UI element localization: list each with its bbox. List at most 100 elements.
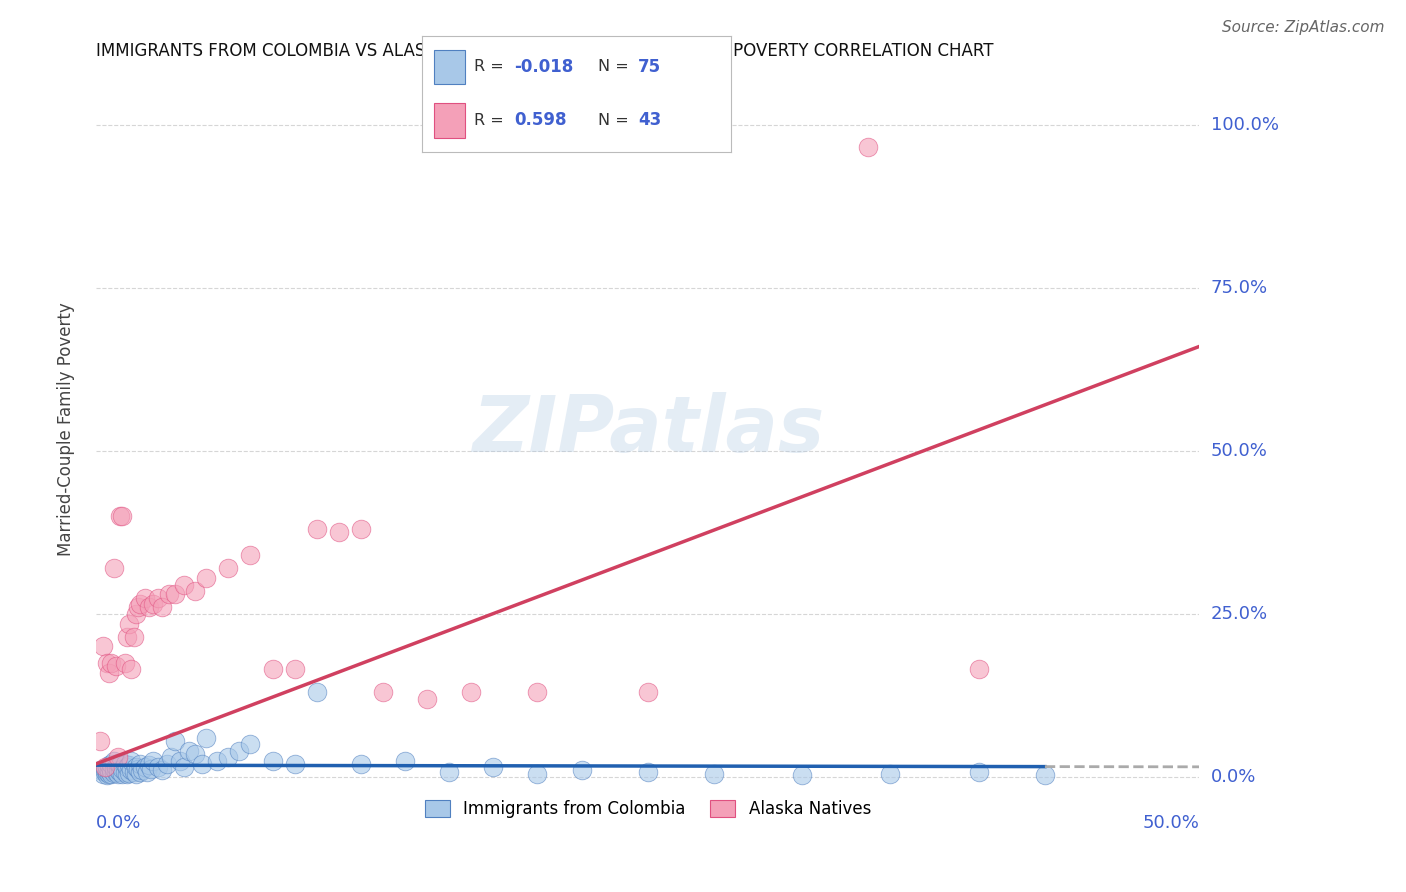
- Point: [134, 760, 156, 774]
- Point: [103, 762, 125, 776]
- Point: [146, 591, 169, 605]
- Point: [122, 630, 145, 644]
- Point: [118, 758, 141, 772]
- Point: [142, 597, 165, 611]
- Text: ZIPatlas: ZIPatlas: [471, 392, 824, 467]
- Point: [91, 640, 114, 654]
- Point: [104, 659, 127, 673]
- Point: [262, 662, 284, 676]
- Point: [165, 734, 187, 748]
- Text: -0.018: -0.018: [515, 58, 574, 76]
- Point: [115, 767, 138, 781]
- Point: [142, 754, 165, 768]
- Point: [98, 665, 121, 680]
- Point: [125, 766, 148, 780]
- Point: [879, 766, 901, 780]
- Point: [177, 744, 200, 758]
- Point: [114, 756, 136, 771]
- Point: [94, 760, 117, 774]
- Point: [305, 522, 328, 536]
- Point: [437, 764, 460, 779]
- Point: [107, 750, 129, 764]
- Text: 75.0%: 75.0%: [1211, 278, 1268, 297]
- Point: [150, 600, 173, 615]
- Point: [120, 754, 142, 768]
- Point: [262, 754, 284, 768]
- Point: [129, 597, 152, 611]
- Point: [637, 764, 659, 779]
- Point: [100, 766, 122, 780]
- Point: [239, 548, 262, 562]
- Point: [94, 764, 117, 779]
- Text: 0.0%: 0.0%: [96, 814, 142, 832]
- Point: [305, 685, 328, 699]
- Point: [138, 758, 160, 772]
- Text: Source: ZipAtlas.com: Source: ZipAtlas.com: [1222, 20, 1385, 35]
- Point: [104, 764, 127, 779]
- Point: [127, 762, 149, 776]
- Point: [1033, 768, 1056, 782]
- Point: [195, 571, 218, 585]
- Point: [103, 561, 125, 575]
- Point: [416, 691, 439, 706]
- Point: [111, 508, 134, 523]
- Text: N =: N =: [598, 112, 634, 128]
- Point: [371, 685, 394, 699]
- Text: 75: 75: [638, 58, 661, 76]
- Point: [135, 764, 157, 779]
- Point: [114, 764, 136, 779]
- Point: [328, 525, 350, 540]
- Point: [115, 630, 138, 644]
- Point: [217, 750, 239, 764]
- Point: [96, 768, 118, 782]
- Text: IMMIGRANTS FROM COLOMBIA VS ALASKA NATIVE MARRIED-COUPLE FAMILY POVERTY CORRELAT: IMMIGRANTS FROM COLOMBIA VS ALASKA NATIV…: [96, 42, 994, 60]
- Point: [110, 508, 132, 523]
- Point: [110, 765, 132, 780]
- Point: [111, 766, 134, 780]
- Point: [173, 760, 195, 774]
- Point: [127, 600, 149, 615]
- Point: [114, 656, 136, 670]
- Point: [138, 600, 160, 615]
- Point: [350, 522, 373, 536]
- Point: [129, 764, 152, 779]
- Text: 50.0%: 50.0%: [1211, 442, 1267, 459]
- Point: [191, 756, 214, 771]
- Text: 100.0%: 100.0%: [1211, 116, 1278, 134]
- Point: [120, 662, 142, 676]
- Point: [104, 760, 127, 774]
- Point: [526, 685, 548, 699]
- Text: N =: N =: [598, 60, 634, 75]
- Bar: [434, 50, 465, 85]
- Text: R =: R =: [474, 60, 509, 75]
- Point: [122, 764, 145, 779]
- Point: [173, 577, 195, 591]
- Point: [98, 758, 121, 772]
- Point: [394, 754, 416, 768]
- Point: [571, 764, 593, 778]
- Point: [129, 756, 152, 771]
- Point: [94, 762, 117, 776]
- Point: [103, 754, 125, 768]
- Point: [100, 756, 122, 771]
- Legend: Immigrants from Colombia, Alaska Natives: Immigrants from Colombia, Alaska Natives: [418, 793, 877, 825]
- Point: [118, 766, 141, 780]
- Point: [103, 766, 125, 780]
- Point: [96, 760, 118, 774]
- Point: [482, 760, 505, 774]
- Text: 0.0%: 0.0%: [1211, 768, 1256, 786]
- Point: [239, 737, 262, 751]
- Point: [184, 747, 207, 761]
- Point: [156, 756, 179, 771]
- Point: [165, 587, 187, 601]
- Point: [157, 587, 180, 601]
- Point: [118, 616, 141, 631]
- Point: [460, 685, 482, 699]
- Text: 0.598: 0.598: [515, 112, 567, 129]
- Point: [107, 764, 129, 778]
- Point: [141, 762, 163, 776]
- Point: [792, 768, 814, 782]
- Point: [637, 685, 659, 699]
- Text: R =: R =: [474, 112, 515, 128]
- Point: [195, 731, 218, 745]
